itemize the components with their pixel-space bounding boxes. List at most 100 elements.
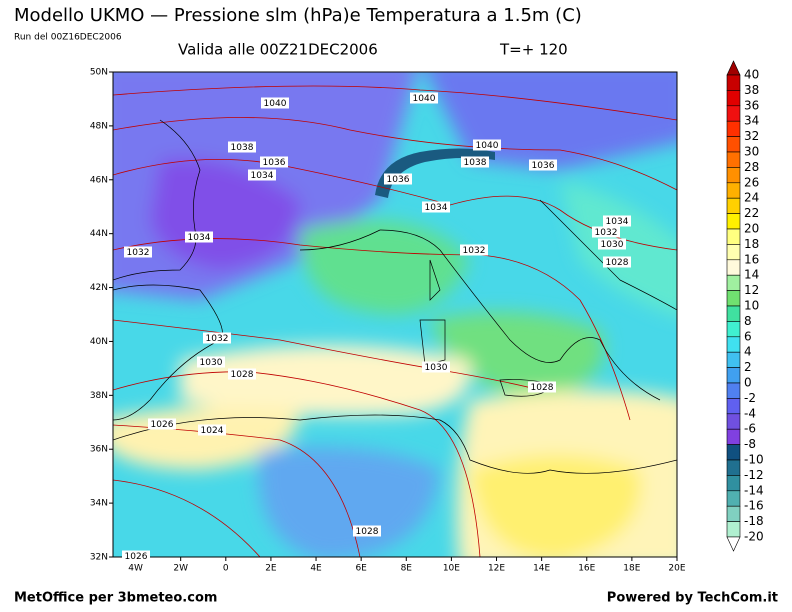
- isobar-label-box: [203, 332, 231, 344]
- colorbar-label: 6: [744, 329, 752, 343]
- colorbar-label: 8: [744, 314, 752, 328]
- colorbar-box: [726, 274, 741, 291]
- title: Modello UKMO — Pressione slm (hPa)e Temp…: [14, 5, 582, 26]
- colorbar-label: -20: [744, 530, 764, 544]
- lon-tick-label: 6E: [355, 564, 367, 574]
- lat-tick-label: 36N: [90, 445, 108, 455]
- colorbar-label: 2: [744, 360, 752, 374]
- colorbar-box: [726, 90, 741, 107]
- colorbar-label: 24: [744, 191, 759, 205]
- isobar-label-box: [603, 256, 631, 268]
- isobar-label: 1030: [425, 363, 448, 373]
- colorbar-label: 16: [744, 252, 759, 266]
- colorbar-box: [726, 459, 741, 476]
- colorbar-box: [726, 213, 741, 230]
- isobar-label-box: [260, 156, 288, 168]
- isobar-label: 1030: [200, 358, 223, 368]
- isobar-label-box: [198, 424, 226, 436]
- colorbar-box: [726, 244, 741, 261]
- isobar-label: 1028: [356, 527, 379, 537]
- colorbar-box: [726, 428, 741, 445]
- colorbar-label: 20: [744, 222, 759, 236]
- isobar-label: 1040: [413, 94, 436, 104]
- lat-tick-label: 48N: [90, 121, 108, 131]
- isobar-label: 1032: [206, 334, 229, 344]
- colorbar-label: 4: [744, 345, 752, 359]
- colorbar-box: [726, 120, 741, 137]
- isobar-label: 1034: [606, 217, 629, 227]
- lon-tick-label: 16E: [578, 564, 595, 574]
- field: [113, 72, 677, 557]
- isobar-label-box: [461, 156, 489, 168]
- lat-tick-label: 40N: [90, 337, 108, 347]
- isobar-label: 1038: [231, 143, 254, 153]
- colorbar-top: [726, 60, 741, 76]
- colorbar-label: 30: [744, 145, 759, 159]
- valid-label: Valida alle 00Z21DEC2006: [178, 41, 378, 59]
- lon-tick-label: 2E: [265, 564, 277, 574]
- colorbar-label: -6: [744, 422, 756, 436]
- colorbar-bottom: [726, 536, 741, 552]
- isobar-label-box: [261, 97, 289, 109]
- footer-right: Powered by TechCom.it: [607, 591, 778, 606]
- lon-tick-label: 8E: [401, 564, 413, 574]
- colorbar-box: [726, 398, 741, 415]
- colorbar-box: [726, 74, 741, 91]
- isobar-label: 1036: [387, 175, 410, 185]
- isobar-label: 1028: [606, 258, 629, 268]
- isobar-label-box: [197, 356, 225, 368]
- isobar-label: 1040: [476, 141, 499, 151]
- footer-left: MetOffice per 3bmeteo.com: [14, 591, 217, 606]
- colorbar-box: [726, 167, 741, 184]
- colorbar-box: [726, 321, 741, 338]
- colorbar-box: [726, 136, 741, 153]
- isobar-label-box: [228, 141, 256, 153]
- isobar-label: 1040: [264, 99, 287, 109]
- step-label: T=+ 120: [499, 41, 568, 59]
- isobar-label-box: [122, 550, 150, 562]
- colorbar-box: [726, 382, 741, 399]
- plot-frame: [112, 71, 678, 558]
- colorbar-box: [726, 521, 741, 538]
- isobar-label: 1032: [595, 228, 618, 238]
- colorbar-label: 12: [744, 283, 759, 297]
- colorbar-label: -14: [744, 483, 764, 497]
- lon-tick-label: 20E: [668, 564, 685, 574]
- isobar-label: 1036: [532, 161, 555, 171]
- isobar-label-box: [460, 244, 488, 256]
- isobar-label-box: [384, 173, 412, 185]
- lon-tick-label: 14E: [533, 564, 550, 574]
- colorbar-label: 28: [744, 160, 759, 174]
- isobar-label: 1034: [188, 233, 211, 243]
- isobar-label: 1026: [125, 552, 148, 562]
- colorbar-label: -8: [744, 437, 756, 451]
- colorbar-label: 40: [744, 68, 759, 82]
- colorbar-box: [726, 367, 741, 384]
- colorbar-box: [726, 444, 741, 461]
- lon-tick-label: 4E: [310, 564, 322, 574]
- cold-pool: [375, 148, 495, 198]
- lon-tick-label: 4W: [128, 564, 143, 574]
- colorbar-label: -18: [744, 514, 764, 528]
- colorbar-label: -4: [744, 406, 756, 420]
- colorbar-box: [726, 305, 741, 322]
- lat-tick-label: 38N: [90, 391, 108, 401]
- colorbar-label: -10: [744, 453, 764, 467]
- colorbar-box: [726, 336, 741, 353]
- colorbar-box: [726, 351, 741, 368]
- colorbar-label: 26: [744, 175, 759, 189]
- lon-tick-label: 12E: [488, 564, 505, 574]
- isobar-label: 1036: [263, 158, 286, 168]
- colorbar-label: 0: [744, 376, 752, 390]
- lat-tick-label: 42N: [90, 283, 108, 293]
- isobar-label-box: [353, 525, 381, 537]
- isobar-label: 1024: [201, 426, 224, 436]
- isobar-label: 1038: [464, 158, 487, 168]
- colorbar-label: 22: [744, 206, 759, 220]
- colorbar-label: -2: [744, 391, 756, 405]
- colorbar-box: [726, 105, 741, 122]
- isobar-label-box: [410, 92, 438, 104]
- lat-tick-label: 34N: [90, 499, 108, 509]
- colorbar-box: [726, 259, 741, 276]
